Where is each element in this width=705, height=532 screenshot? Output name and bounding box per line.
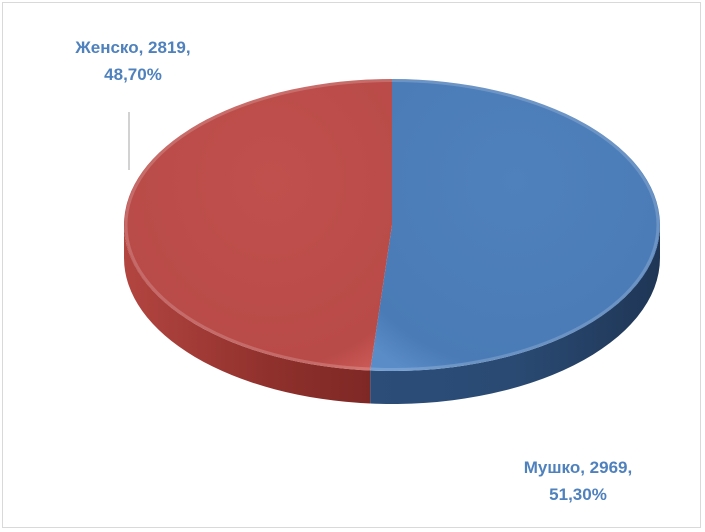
pie-rim-highlight <box>124 79 660 371</box>
slice-female-top <box>124 79 392 371</box>
data-label-female-line1: Женско, 2819, <box>75 38 191 57</box>
data-label-male-line1: Мушко, 2969, <box>523 458 633 477</box>
data-label-female: Женско, 2819, 48,70% <box>38 34 228 88</box>
data-label-male-value: 2969 <box>589 458 628 477</box>
data-label-female-category: Женско <box>75 38 139 57</box>
data-label-male-percent: 51,30% <box>549 485 607 504</box>
slice-male-side <box>370 225 660 404</box>
data-label-male-category: Мушко <box>523 458 581 477</box>
data-label-female-value: 2819 <box>148 38 186 57</box>
slice-male-top <box>370 79 661 372</box>
data-label-male: Мушко, 2969, 51,30% <box>483 454 673 508</box>
data-label-female-percent: 48,70% <box>104 65 162 84</box>
slice-female-side <box>124 225 371 404</box>
